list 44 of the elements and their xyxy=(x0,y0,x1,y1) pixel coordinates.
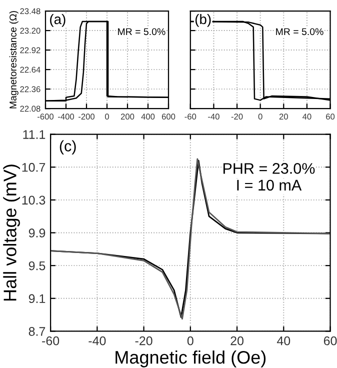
x-tick-label: 20 xyxy=(230,336,244,346)
y-axis-title: Hall voltage (mV) xyxy=(3,164,20,301)
y-tick-label: 9.5 xyxy=(28,261,46,270)
x-tick-label: 40 xyxy=(302,114,312,120)
y-tick-label: 22.64 xyxy=(20,66,40,73)
x-tick-label: 600 xyxy=(162,114,176,120)
x-tick-label: -40 xyxy=(208,114,220,120)
y-tick-label: 23.48 xyxy=(20,8,40,14)
x-tick-label: 60 xyxy=(326,114,335,120)
x-tick-label: 400 xyxy=(141,114,155,120)
y-tick-label: 10.3 xyxy=(22,196,46,205)
y-tick-label: 9.1 xyxy=(28,294,46,304)
y-tick-label: 9.9 xyxy=(28,228,46,238)
y-tick-label: 8.7 xyxy=(28,327,46,336)
x-tick-label: -60 xyxy=(184,114,196,120)
x-tick-label: -20 xyxy=(231,114,243,120)
x-tick-label: -20 xyxy=(135,336,152,346)
x-tick-label: 200 xyxy=(120,114,134,120)
annotation: (a) xyxy=(50,14,66,27)
x-tick-label: 20 xyxy=(279,114,288,120)
x-tick-label: 40 xyxy=(276,336,290,346)
x-tick-label: -200 xyxy=(78,114,95,120)
x-tick-label: 60 xyxy=(324,336,337,346)
annotation: (b) xyxy=(195,14,211,27)
x-tick-label: 0 xyxy=(187,336,194,346)
x-tick-label: 0 xyxy=(258,114,262,120)
y-tick-label: 22.08 xyxy=(20,106,40,112)
y-axis-title: Magnetoresistance (Ω) xyxy=(9,11,18,108)
y-tick-label: 22.36 xyxy=(20,86,40,92)
x-tick-label: -40 xyxy=(88,336,106,346)
annotation: I = 10 mA xyxy=(237,180,302,191)
x-tick-label: -400 xyxy=(58,114,74,120)
annotation: PHR = 23.0% xyxy=(223,163,315,174)
x-tick-label: 0 xyxy=(105,114,109,120)
y-tick-label: 10.7 xyxy=(22,162,46,172)
annotation: (c) xyxy=(60,140,76,154)
x-tick-label: -60 xyxy=(42,336,60,346)
annotation: MR = 5.0% xyxy=(118,28,166,36)
y-tick-label: 22.92 xyxy=(20,47,40,54)
x-tick-label: -600 xyxy=(38,114,54,120)
y-tick-label: 23.20 xyxy=(20,28,40,34)
y-tick-label: 11.1 xyxy=(23,130,46,139)
annotation: MR = 5.0% xyxy=(276,28,324,36)
x-axis-title: Magnetic field (Oe) xyxy=(116,350,266,368)
